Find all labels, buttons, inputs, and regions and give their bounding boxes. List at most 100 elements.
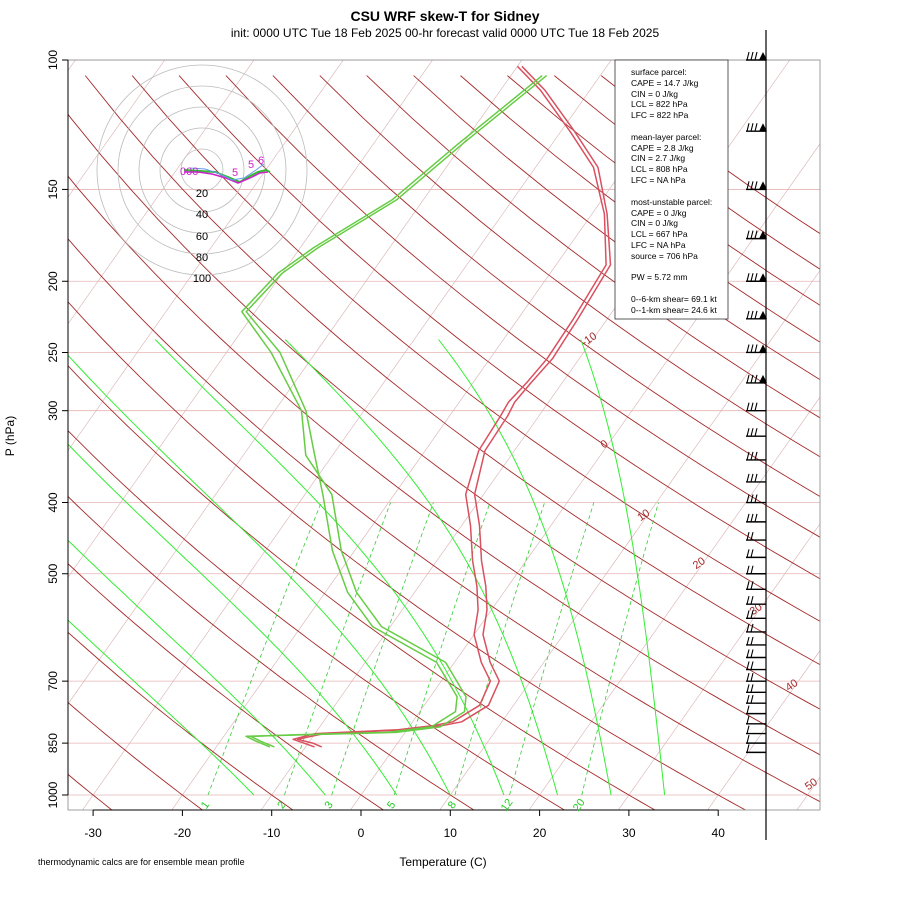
dry-adiabat--20 — [68, 701, 204, 810]
wind-barb-feather — [750, 513, 754, 522]
wind-barb-feather — [754, 344, 758, 353]
y-axis-label: P (hPa) — [3, 416, 17, 456]
wind-barb-feather — [750, 581, 754, 590]
wind-barb-pennant — [759, 181, 767, 190]
wind-barb-feather — [754, 428, 758, 437]
wind-barb-feather — [754, 374, 758, 384]
wind-barb-feather — [746, 705, 750, 714]
stats-surface-lfc: LFC = 822 hPa — [631, 110, 689, 120]
mixing-ratio-labels: 1 2 3 5 8 12 20 — [199, 797, 588, 814]
stats-mu-cin: CIN = 0 J/kg — [631, 218, 678, 228]
wind-barb-feather — [746, 374, 750, 384]
mixing-ratio-label: 5 — [385, 799, 398, 811]
dry-adiabat-70 — [68, 113, 820, 710]
isotherm-30 — [617, 523, 820, 810]
dry-adiabat-30 — [68, 365, 656, 810]
wind-barb-feather — [746, 230, 750, 239]
wind-barb-feather — [746, 649, 750, 658]
wind-barb-pennant — [759, 230, 767, 239]
x-tick-label: 40 — [712, 826, 726, 840]
moist-adiabat-22 — [284, 339, 558, 796]
wind-barb-feather — [746, 565, 750, 574]
skew-t-grid — [68, 60, 820, 810]
moist-adiabat-4 — [68, 443, 398, 796]
wind-barb-feather — [746, 473, 750, 483]
isotherm-50 — [796, 776, 820, 810]
mixing-ratio-line-3 — [331, 502, 434, 796]
mixing-ratio-label: 20 — [571, 797, 588, 814]
wind-barb-feather — [746, 402, 750, 411]
hodograph-marker-0: 000 — [180, 166, 198, 178]
stats-mixed-cape: CAPE = 2.8 J/kg — [631, 143, 694, 153]
dry-adiabat-140 — [366, 75, 820, 419]
wind-barb-feather — [746, 51, 750, 61]
wind-barb — [746, 596, 766, 605]
moist-adiabat--4 — [68, 539, 326, 796]
isotherm-label: 0 — [599, 438, 611, 451]
stats-mu-cape: CAPE = 0 J/kg — [631, 208, 687, 218]
chart-subtitle: init: 0000 UTC Tue 18 Feb 2025 00-hr for… — [231, 26, 660, 40]
wind-barb — [746, 715, 766, 725]
wind-barb — [746, 344, 767, 354]
isotherm-label: 40 — [783, 677, 800, 694]
moist-adiabat--12 — [68, 619, 255, 796]
moist-adiabat-28 — [438, 339, 612, 796]
wind-barb — [746, 51, 767, 61]
wind-barb-feather — [750, 181, 754, 190]
dry-adiabat-0 — [68, 563, 385, 810]
temperature-axis: -30 -20 -10 0 10 20 30 40 — [84, 809, 726, 840]
wind-barb-feather — [754, 402, 758, 411]
wind-barb-feather — [750, 565, 754, 574]
wind-barb-feather — [746, 310, 750, 319]
wind-barb-feather — [750, 673, 754, 682]
wind-barb — [746, 705, 766, 715]
hodo-ring-label-60: 60 — [196, 231, 208, 243]
wind-barb-feather — [754, 181, 758, 190]
wind-barb-feather — [750, 661, 754, 670]
stats-mixed-lfc: LFC = NA hPa — [631, 175, 686, 185]
wind-barb-feather — [746, 428, 750, 437]
isotherm-label: -10 — [579, 330, 599, 349]
isotherm--40 — [68, 60, 523, 705]
isotherm-label: 20 — [691, 555, 708, 572]
wind-barb-feather — [750, 649, 754, 658]
wind-barb-feather — [754, 513, 758, 522]
wind-barb-feather — [746, 661, 750, 670]
wind-barb — [746, 673, 766, 682]
pressure-axis: 100 150 200 250 300 400 500 700 850 1000 — [46, 50, 69, 808]
wind-barb-feather — [750, 610, 754, 619]
x-axis-label: Temperature (C) — [399, 855, 486, 869]
dry-adiabat-130 — [319, 75, 820, 458]
wind-barb-feather — [750, 473, 754, 483]
y-tick-label: 500 — [46, 563, 60, 583]
y-tick-label: 400 — [46, 492, 60, 512]
profile-dewpoint_member — [241, 75, 543, 748]
wind-barb-feather — [746, 623, 750, 633]
dry-adiabat--10 — [68, 631, 294, 810]
dry-adiabat-60 — [68, 175, 820, 756]
stats-surface-lcl: LCL = 822 hPa — [631, 99, 688, 109]
stats-surface-cape: CAPE = 14.7 J/kg — [631, 78, 699, 88]
x-tick-label: 10 — [444, 826, 458, 840]
wind-barb-feather — [746, 744, 750, 753]
dry-adiabat-40 — [68, 301, 747, 810]
hodograph-marker-6: 6 — [258, 155, 264, 167]
wind-barb-feather — [754, 473, 758, 483]
wind-barb-feather — [746, 123, 750, 132]
wind-barb-feather — [750, 451, 754, 461]
wind-barb-feather — [750, 684, 754, 693]
mixing-ratio-label: 3 — [323, 799, 336, 811]
wind-barb-feather — [746, 673, 750, 682]
wind-barb-feather — [746, 695, 750, 704]
isotherm--50 — [68, 60, 433, 578]
isotherm-0 — [350, 143, 820, 810]
isotherm--70 — [68, 60, 255, 325]
stats-mixed-lcl: LCL = 808 hPa — [631, 164, 688, 174]
wind-barb — [746, 636, 766, 646]
wind-barb-feather — [746, 549, 750, 558]
wind-barb — [746, 610, 766, 620]
wind-barb-pennant — [759, 374, 767, 383]
wind-barb-feather — [750, 636, 754, 646]
stats-mu-lcl: LCL = 667 hPa — [631, 229, 688, 239]
